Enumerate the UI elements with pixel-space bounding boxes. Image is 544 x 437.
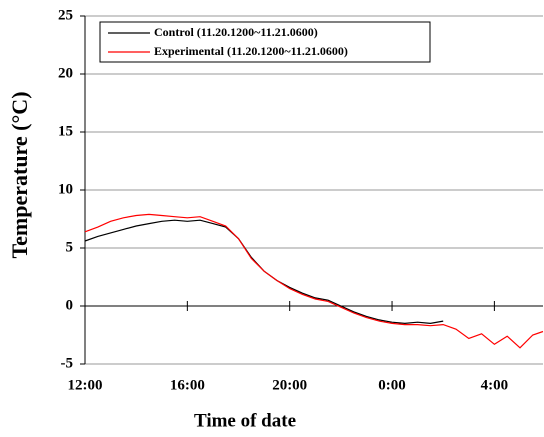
- x-tick-label: 4:00: [481, 377, 509, 393]
- y-tick-label: 25: [58, 7, 73, 23]
- y-tick-label: -5: [61, 355, 74, 371]
- y-tick-label: 0: [66, 297, 74, 313]
- legend-label: Control (11.20.1200~11.21.0600): [154, 25, 318, 39]
- y-tick-label: 10: [58, 181, 73, 197]
- y-tick-label: 5: [66, 239, 74, 255]
- y-tick-label: 15: [58, 123, 73, 139]
- y-axis-title: Temperature (°C): [7, 91, 32, 258]
- x-tick-label: 16:00: [170, 377, 205, 393]
- y-tick-label: 20: [58, 65, 73, 81]
- x-tick-label: 12:00: [68, 377, 103, 393]
- x-tick-label: 20:00: [272, 377, 307, 393]
- series-line: [84, 213, 544, 349]
- legend-label: Experimental (11.20.1200~11.21.0600): [154, 44, 348, 58]
- x-tick-label: 0:00: [378, 377, 406, 393]
- x-axis-title: Time of date: [194, 410, 296, 431]
- legend-box: [99, 21, 431, 63]
